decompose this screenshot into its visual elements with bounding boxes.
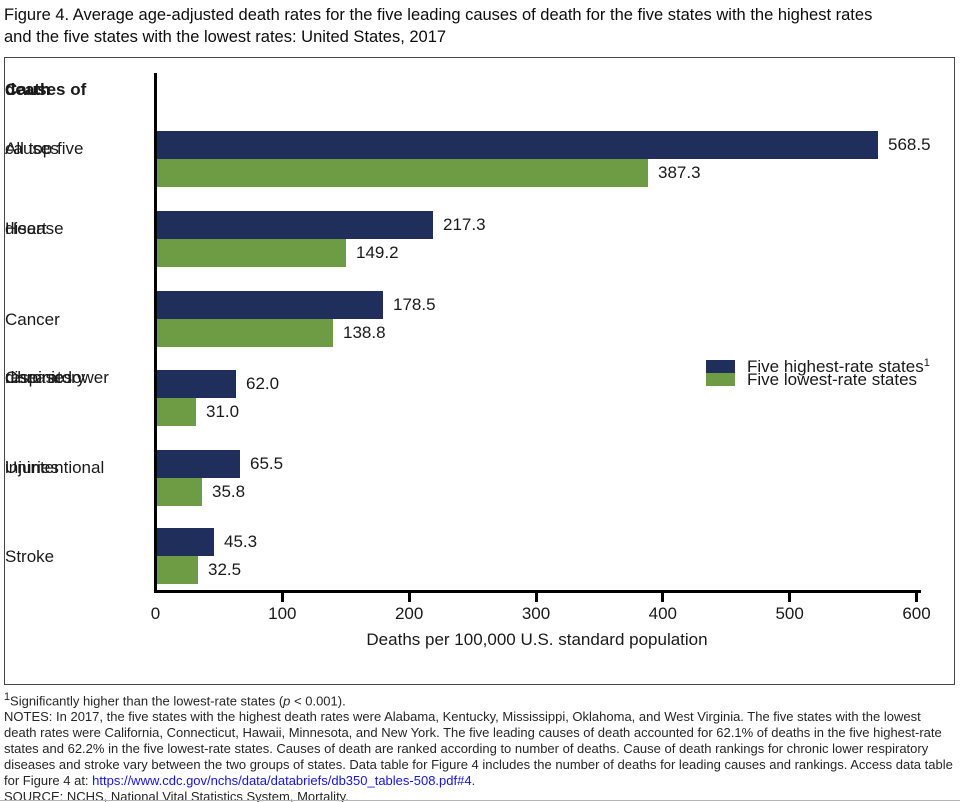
category-label-line: diseases — [5, 367, 73, 387]
bar-lowest-unintentional-injuries — [157, 478, 202, 506]
x-axis-title: Deaths per 100,000 U.S. standard populat… — [366, 630, 708, 649]
x-tick-label-0: 0 — [150, 604, 161, 623]
bar-highest-stroke — [157, 528, 214, 556]
data-table-link[interactable]: https://www.cdc.gov/nchs/data/databriefs… — [92, 773, 472, 789]
legend-superscript-highest: 1 — [923, 356, 930, 369]
value-label-lowest-unintentional-injuries: 35.8 — [212, 482, 246, 501]
value-label-lowest-heart-disease: 149.2 — [356, 243, 399, 262]
x-tick-label-100: 100 — [268, 604, 297, 623]
category-label-line: All top five — [5, 139, 84, 158]
x-tick-mark-400 — [661, 593, 665, 602]
category-label-line: disease — [5, 219, 64, 238]
category-label-line: Stroke — [5, 546, 55, 566]
source-text: SOURCE: NCHS, National Vital Statistics … — [4, 789, 349, 802]
bar-lowest-stroke — [157, 556, 198, 584]
legend-swatch-lowest — [706, 373, 735, 386]
figure-title-line-1: Figure 4. Average age-adjusted death rat… — [4, 6, 873, 24]
footnote-text: 1Significantly higher than the lowest-ra… — [4, 691, 346, 709]
category-label-line: injuries — [5, 458, 59, 477]
legend-row-highest: Five highest-rate states 1 — [706, 356, 930, 376]
y-axis-title-line-2: death — [5, 80, 51, 99]
chart-frame: Causes of death Deaths per 100,000 U.S. … — [4, 57, 955, 685]
x-tick-mark-600 — [915, 593, 918, 602]
bar-highest-all-top-five-causes — [157, 131, 878, 159]
bar-highest-cancer — [157, 291, 383, 319]
figure-title: Figure 4. Average age-adjusted death rat… — [4, 4, 956, 48]
category-label-line: Unintentional — [5, 458, 105, 477]
figure-title-line-2: and the five states with the lowest rate… — [4, 28, 447, 46]
x-tick-label-500: 500 — [775, 604, 804, 623]
bar-highest-unintentional-injuries — [157, 450, 240, 478]
bar-highest-heart-disease — [157, 211, 433, 239]
value-label-lowest-chronic-lower-respiratory-diseases: 31.0 — [206, 402, 240, 421]
bar-lowest-chronic-lower-respiratory-diseases — [157, 398, 196, 426]
value-label-highest-heart-disease: 217.3 — [443, 215, 486, 234]
x-axis-line — [154, 590, 921, 593]
value-label-highest-chronic-lower-respiratory-diseases: 62.0 — [246, 374, 280, 393]
x-tick-mark-100 — [280, 593, 284, 602]
bar-lowest-all-top-five-causes — [157, 159, 648, 187]
category-label-line: Chronic lower — [5, 367, 109, 387]
value-label-highest-stroke: 45.3 — [224, 532, 258, 551]
x-tick-mark-500 — [788, 593, 792, 602]
notes-text: NOTES: In 2017, the five states with the… — [4, 709, 953, 789]
legend-label-highest: Five highest-rate states 1 — [747, 356, 930, 376]
legend-label-lowest: Five lowest-rate states — [747, 369, 918, 389]
x-tick-label-600: 600 — [902, 604, 931, 623]
legend-row-lowest: Five lowest-rate states — [706, 369, 918, 389]
value-label-highest-cancer: 178.5 — [393, 295, 436, 314]
category-label-line: respiratory — [5, 367, 86, 387]
x-tick-label-300: 300 — [521, 604, 551, 623]
x-tick-mark-200 — [407, 593, 411, 602]
y-axis-line — [154, 73, 157, 593]
value-label-lowest-stroke: 32.5 — [208, 560, 242, 579]
category-label-line: Cancer — [5, 309, 60, 329]
y-axis-title-line-1: Causes of — [5, 80, 87, 99]
x-tick-label-200: 200 — [394, 604, 424, 623]
x-tick-label-400: 400 — [648, 604, 678, 623]
value-label-highest-all-top-five-causes: 568.5 — [888, 135, 931, 154]
legend-swatch-highest — [706, 360, 735, 373]
bar-highest-chronic-lower-respiratory-diseases — [157, 370, 236, 398]
footnote-superscript: 1 — [4, 691, 11, 703]
chart-notes: 1Significantly higher than the lowest-ra… — [4, 689, 955, 802]
category-label-line: causes — [5, 139, 59, 158]
x-tick-mark-300 — [534, 593, 538, 602]
category-label-line: Heart — [5, 219, 47, 238]
bar-lowest-heart-disease — [157, 239, 346, 267]
value-label-highest-unintentional-injuries: 65.5 — [250, 454, 284, 473]
value-label-lowest-cancer: 138.8 — [343, 323, 386, 342]
bottom-divider — [0, 800, 960, 801]
bar-lowest-cancer — [157, 319, 333, 347]
footnote-p-italic: p — [283, 693, 291, 709]
value-label-lowest-all-top-five-causes: 387.3 — [658, 163, 701, 182]
